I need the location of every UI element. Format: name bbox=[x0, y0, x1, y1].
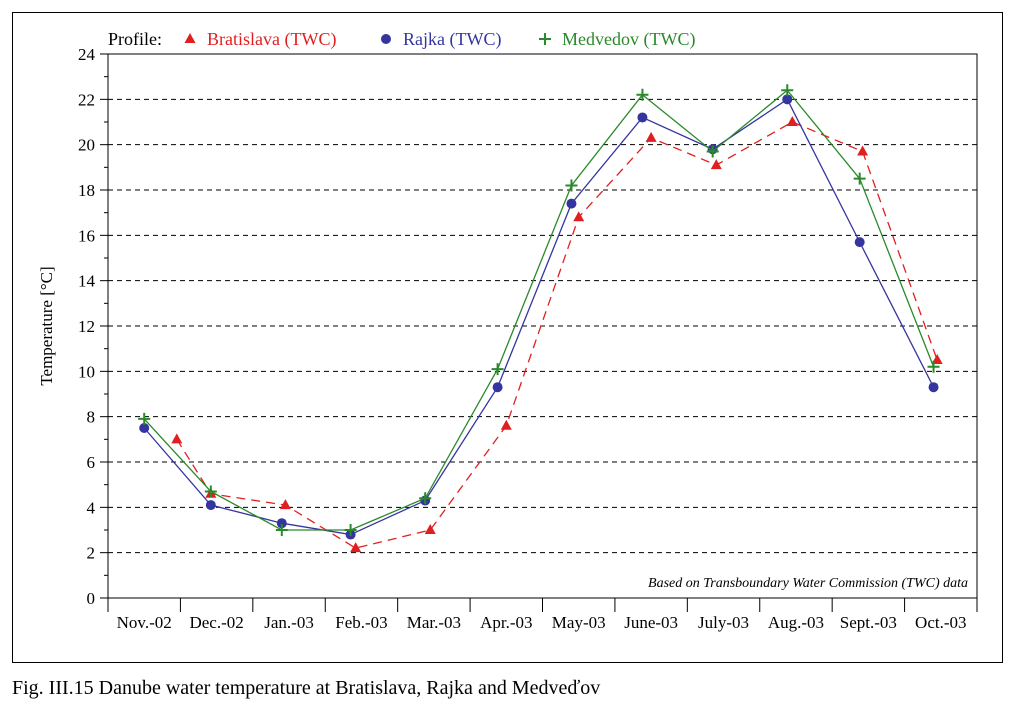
y-tick-label: 24 bbox=[78, 45, 96, 64]
x-tick-label: May-03 bbox=[552, 613, 606, 632]
data-point-series-3 bbox=[491, 363, 504, 376]
data-point-series-3 bbox=[781, 84, 794, 97]
y-tick-label: 22 bbox=[78, 90, 95, 109]
legend-label-2: Rajka (TWC) bbox=[403, 29, 501, 50]
y-tick-label: 18 bbox=[78, 181, 95, 200]
data-point-series-3 bbox=[204, 485, 217, 498]
y-tick-label: 20 bbox=[78, 136, 95, 155]
y-tick-label: 6 bbox=[87, 453, 96, 472]
data-point-series-1 bbox=[786, 116, 798, 126]
x-tick-label: Aug.-03 bbox=[768, 613, 824, 632]
x-tick-label: Sept.-03 bbox=[840, 613, 897, 632]
legend-label-1: Bratislava (TWC) bbox=[207, 29, 336, 50]
y-tick-label: 14 bbox=[78, 272, 96, 291]
legend-marker-1 bbox=[184, 33, 196, 43]
data-point-series-2 bbox=[566, 198, 577, 209]
data-point-series-2 bbox=[139, 423, 150, 433]
data-point-series-2 bbox=[637, 112, 648, 123]
y-axis-label: Temperature [°C] bbox=[37, 266, 56, 385]
data-point-series-2 bbox=[928, 382, 939, 393]
data-point-series-1 bbox=[350, 542, 362, 553]
data-point-series-1 bbox=[171, 433, 183, 444]
x-tick-label: Oct.-03 bbox=[915, 613, 966, 632]
data-point-series-2 bbox=[782, 94, 793, 105]
series-line-3 bbox=[143, 89, 935, 531]
data-point-series-3 bbox=[565, 179, 578, 192]
data-point-series-3 bbox=[853, 172, 866, 185]
y-tick-label: 12 bbox=[78, 317, 95, 336]
data-point-series-1 bbox=[645, 131, 657, 142]
figure-caption: Fig. III.15 Danube water temperature at … bbox=[12, 677, 601, 699]
y-tick-label: 8 bbox=[87, 408, 96, 427]
data-point-series-2 bbox=[492, 382, 503, 393]
y-tick-label: 16 bbox=[78, 226, 95, 245]
x-tick-label: Dec.-02 bbox=[189, 613, 243, 632]
data-point-series-3 bbox=[636, 88, 649, 101]
y-tick-label: 4 bbox=[87, 498, 96, 517]
data-point-series-3 bbox=[706, 145, 719, 158]
data-point-series-1 bbox=[500, 419, 512, 430]
data-point-series-1 bbox=[710, 159, 722, 170]
y-tick-label: 2 bbox=[87, 544, 96, 563]
x-tick-label: Mar.-03 bbox=[407, 613, 461, 632]
x-tick-label: Feb.-03 bbox=[335, 613, 387, 632]
series-line-1 bbox=[176, 121, 938, 549]
data-point-series-1 bbox=[857, 145, 869, 156]
x-tick-label: July-03 bbox=[698, 613, 749, 632]
source-annotation: Based on Transboundary Water Commission … bbox=[648, 576, 968, 591]
y-tick-label: 0 bbox=[87, 589, 96, 608]
data-point-series-3 bbox=[419, 492, 432, 505]
data-point-series-3 bbox=[927, 360, 940, 373]
legend-label-3: Medvedov (TWC) bbox=[562, 29, 695, 50]
data-point-series-3 bbox=[138, 412, 151, 425]
data-point-series-2 bbox=[854, 237, 865, 248]
data-point-series-2 bbox=[276, 518, 287, 529]
data-point-series-3 bbox=[344, 524, 357, 536]
x-tick-label: Apr.-03 bbox=[480, 613, 532, 632]
data-point-series-3 bbox=[275, 524, 288, 536]
legend-title: Profile: bbox=[108, 29, 162, 49]
data-point-series-2 bbox=[205, 500, 216, 511]
legend-marker-3 bbox=[539, 33, 551, 45]
data-point-series-1 bbox=[573, 211, 585, 222]
data-point-series-1 bbox=[424, 524, 436, 534]
x-tick-label: Nov.-02 bbox=[117, 613, 172, 632]
series-line-2 bbox=[143, 98, 935, 536]
y-tick-label: 10 bbox=[78, 362, 95, 381]
legend-marker-2 bbox=[381, 34, 391, 44]
data-point-series-1 bbox=[279, 499, 291, 510]
x-tick-label: Jan.-03 bbox=[264, 613, 314, 632]
chart-frame bbox=[12, 12, 1003, 663]
x-tick-label: June-03 bbox=[624, 613, 678, 632]
